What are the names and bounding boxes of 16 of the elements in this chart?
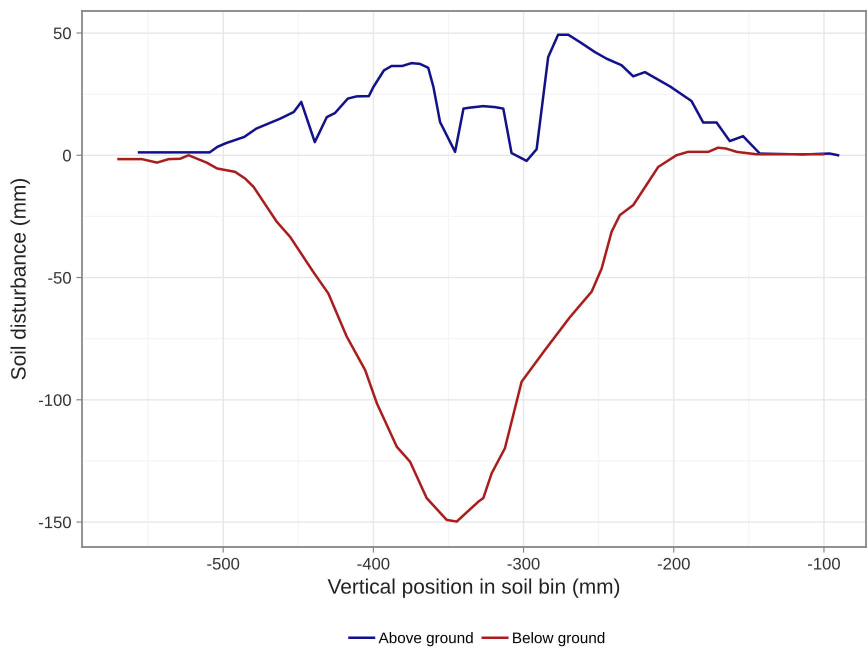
line-series (117, 146, 824, 523)
x-axis-title: Vertical position in soil bin (mm) (328, 578, 620, 598)
y-tick-label: 50 (54, 27, 71, 40)
x-tick-label: -200 (658, 558, 690, 570)
x-tick-label: -300 (508, 558, 540, 570)
legend-label: Above ground (378, 632, 473, 646)
y-tick-label: -100 (38, 394, 71, 406)
y-axis-title: Soil disturbance (mm) (10, 178, 30, 380)
y-tick-label: -150 (38, 516, 71, 528)
y-tick-label: 0 (62, 150, 71, 162)
x-tick-label: -500 (207, 558, 240, 570)
y-tick-label: -50 (48, 272, 71, 284)
line-series (138, 33, 840, 162)
legend-label: Below ground (513, 632, 604, 646)
x-tick-label: -100 (808, 558, 840, 570)
x-tick-label: -400 (357, 558, 390, 570)
